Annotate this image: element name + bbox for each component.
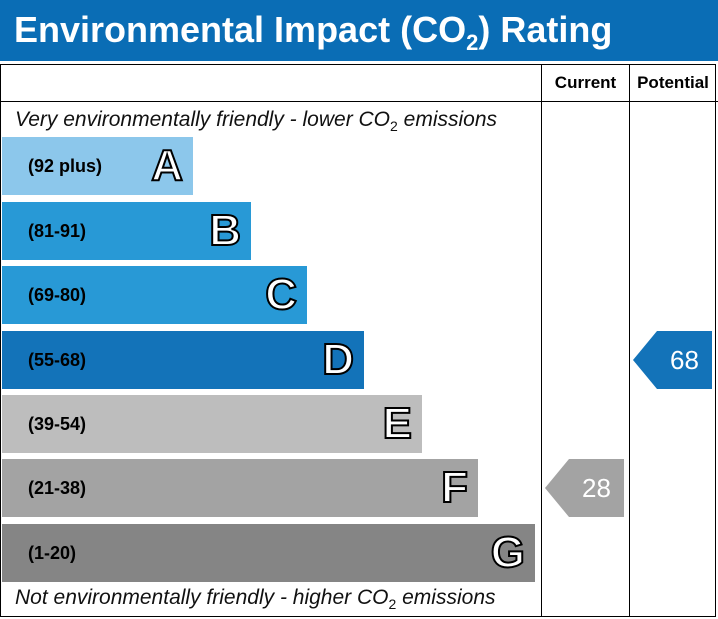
band-letter: G (490, 527, 526, 578)
current-column-header: Current (554, 73, 617, 92)
bottom-note-end: emissions (396, 586, 496, 609)
current-rating-arrow: 28 (545, 459, 624, 517)
band-letter: E (382, 398, 413, 449)
potential-rating-value: 68 (670, 345, 699, 375)
band-range-label: (92 plus) (28, 156, 103, 176)
band-d: (55-68) D (2, 331, 364, 389)
column-divider (629, 64, 630, 617)
bottom-note-subscript: 2 (388, 596, 397, 612)
potential-arrow-polygon (633, 331, 712, 389)
band-range-label: (39-54) (28, 414, 87, 434)
band-range-label: (81-91) (28, 221, 87, 241)
band-c: (69-80) C (2, 266, 307, 324)
top-note-subscript: 2 (390, 118, 398, 134)
band-b: (81-91) B (2, 202, 251, 260)
band-letter: F (440, 462, 469, 513)
band-range-label: (1-20) (28, 543, 77, 563)
title-main: Environmental Impact (CO (14, 9, 467, 50)
top-note-text: Very environmentally friendly - lower CO (15, 108, 391, 131)
band-a: (92 plus) A (2, 137, 193, 195)
top-note: Very environmentally friendly - lower CO… (15, 108, 498, 134)
band-f: (21-38) F (2, 459, 478, 517)
potential-column-header: Potential (637, 73, 709, 92)
top-note-end: emissions (397, 108, 498, 131)
band-e: (39-54) E (2, 395, 422, 453)
potential-arrow-shape (633, 331, 712, 389)
current-arrow-shape (545, 459, 624, 517)
title-subscript: 2 (466, 30, 479, 55)
band-letter: D (321, 334, 355, 385)
band-letter: B (208, 205, 242, 256)
rating-table (0, 64, 716, 617)
band-letter: A (150, 140, 184, 191)
header-divider (0, 101, 718, 102)
title-end: ) Rating (478, 9, 613, 50)
page-title: Environmental Impact (CO2) Rating (14, 8, 612, 57)
current-arrow-polygon (545, 459, 624, 517)
band-letter: C (264, 269, 298, 320)
band-g: (1-20) G (2, 524, 535, 582)
band-range-label: (55-68) (28, 350, 87, 370)
band-range-label: (69-80) (28, 285, 87, 305)
current-rating-value: 28 (582, 473, 611, 503)
bottom-note: Not environmentally friendly - higher CO… (15, 586, 496, 612)
column-divider (541, 64, 542, 617)
title-bar: Environmental Impact (CO2) Rating (0, 0, 718, 61)
potential-rating-arrow: 68 (633, 331, 712, 389)
bottom-note-text: Not environmentally friendly - higher CO (15, 586, 389, 609)
band-range-label: (21-38) (28, 478, 87, 498)
